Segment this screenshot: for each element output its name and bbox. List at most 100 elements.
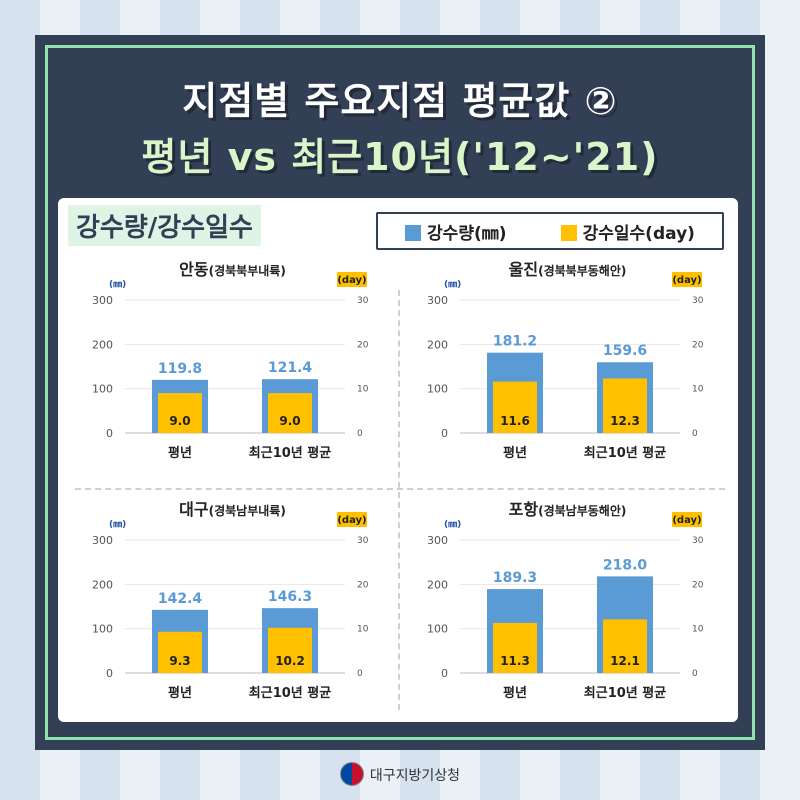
y-tick-label: 0: [106, 427, 113, 440]
days-data-label: 9.3: [169, 654, 190, 668]
days-bar: [603, 378, 647, 433]
right-axis-unit-badge: [337, 512, 367, 527]
y-tick-label: 0: [441, 427, 448, 440]
chart-title-region: (경북남부내륙): [209, 503, 286, 518]
days-bar: [268, 627, 312, 673]
days-bar: [158, 631, 202, 673]
right-axis-unit-badge: [337, 272, 367, 287]
y-right-tick-label: 10: [692, 625, 704, 635]
right-axis-unit: (day): [337, 515, 366, 526]
horizontal-divider: [75, 488, 725, 490]
rain-data-label: 142.4: [158, 591, 203, 607]
y-tick-label: 200: [427, 338, 448, 351]
y-right-tick-label: 20: [357, 340, 369, 350]
y-tick-label: 0: [106, 667, 113, 680]
section-label: 강수량/강수일수: [68, 205, 261, 246]
chart-title: 울진(경북북부동해안): [509, 260, 627, 279]
rain-data-label: 146.3: [268, 589, 312, 605]
y-right-tick-label: 10: [357, 625, 369, 635]
chart-andong: 안동(경북북부내륙) (㎜) (day) 0 100 200 300 0 10 20 30 119.8…: [92, 260, 369, 461]
government-emblem-icon: [339, 762, 364, 786]
category-label: 최근10년 평균: [584, 445, 666, 461]
frame-border: [45, 45, 755, 740]
y-right-tick-label: 20: [357, 580, 369, 590]
days-bar: [158, 393, 202, 433]
y-right-tick-label: 20: [692, 580, 704, 590]
right-axis-unit: (day): [672, 275, 701, 286]
category-label: 최근10년 평균: [249, 445, 331, 461]
chart-title: 대구(경북남부내륙): [179, 500, 286, 519]
days-data-label: 12.3: [610, 414, 640, 428]
chart-daegu: 대구(경북남부내륙) (㎜) (day) 0 100 200 300 0 10 20 30 142.4…: [92, 500, 369, 701]
category-label: 최근10년 평균: [249, 685, 331, 701]
y-tick-label: 100: [92, 383, 113, 396]
y-right-tick-label: 10: [692, 385, 704, 395]
category-label: 평년: [503, 685, 527, 701]
rain-data-label: 159.6: [603, 343, 647, 359]
chart-uljin: 울진(경북북부동해안) (㎜) (day) 0 100 200 300 0 10 20 30 181.…: [427, 260, 704, 461]
y-right-tick-label: 0: [692, 429, 698, 439]
days-data-label: 11.3: [500, 654, 530, 668]
page-title: 지점별 주요지점 평균값 ②: [182, 79, 618, 123]
y-tick-label: 100: [427, 383, 448, 396]
chart-title-station: 대구: [179, 500, 209, 519]
chart-title-region: (경북북부내륙): [209, 263, 286, 278]
left-axis-unit: (㎜): [444, 520, 461, 530]
days-data-label: 11.6: [500, 414, 530, 428]
y-right-tick-label: 30: [692, 296, 704, 306]
chart-pohang: 포항(경북남부동해안) (㎜) (day) 0 100 200 300 0 10 20 30 189.…: [427, 500, 704, 701]
y-right-tick-label: 0: [357, 669, 363, 679]
rain-data-label: 218.0: [603, 557, 648, 573]
left-axis-unit: (㎜): [109, 520, 126, 530]
chart-title-region: (경북남부동해안): [538, 503, 626, 518]
y-right-tick-label: 30: [692, 536, 704, 546]
rain-data-label: 181.2: [493, 334, 537, 350]
footer: 대구지방기상청: [0, 762, 800, 786]
days-bar: [493, 622, 537, 673]
y-tick-label: 0: [441, 667, 448, 680]
rain-data-label: 121.4: [268, 360, 313, 376]
y-tick-label: 300: [92, 534, 113, 547]
days-bar: [268, 393, 312, 433]
y-right-tick-label: 30: [357, 296, 369, 306]
chart-title-station: 울진: [509, 260, 538, 279]
y-right-tick-label: 0: [692, 669, 698, 679]
chart-title-station: 포항: [509, 500, 539, 519]
days-data-label: 9.0: [279, 414, 300, 428]
rain-data-label: 189.3: [493, 570, 537, 586]
y-right-tick-label: 20: [692, 340, 704, 350]
right-axis-unit: (day): [337, 275, 366, 286]
vertical-divider: [398, 290, 400, 710]
legend-rain: 강수량(㎜): [405, 219, 507, 244]
right-axis-unit: (day): [672, 515, 701, 526]
agency-name: 대구지방기상청: [369, 768, 461, 784]
left-axis-unit: (㎜): [109, 280, 126, 290]
legend-rain-label: 강수량(㎜): [427, 223, 507, 244]
y-tick-label: 200: [427, 578, 448, 591]
y-right-tick-label: 30: [357, 536, 369, 546]
chart-title-region: (경북북부동해안): [538, 263, 626, 278]
category-label: 최근10년 평균: [584, 685, 666, 701]
right-axis-unit-badge: [672, 512, 702, 527]
y-right-tick-label: 0: [357, 429, 363, 439]
right-axis-unit-badge: [672, 272, 702, 287]
y-tick-label: 200: [92, 338, 113, 351]
days-data-label: 10.2: [275, 654, 305, 668]
y-tick-label: 300: [92, 294, 113, 307]
category-label: 평년: [503, 445, 527, 461]
y-tick-label: 100: [427, 623, 448, 636]
days-bar: [493, 381, 537, 433]
days-data-label: 12.1: [610, 654, 640, 668]
days-data-label: 9.0: [169, 414, 190, 428]
chart-title: 포항(경북남부동해안): [509, 500, 627, 519]
left-axis-unit: (㎜): [444, 280, 461, 290]
chart-title-station: 안동: [179, 260, 209, 279]
legend-days-label: 강수일수(day): [582, 223, 695, 244]
days-bar: [603, 619, 647, 673]
y-right-tick-label: 10: [357, 385, 369, 395]
legend-days: 강수일수(day): [560, 219, 695, 244]
chart-title: 안동(경북북부내륙): [179, 260, 286, 279]
rain-data-label: 119.8: [158, 361, 202, 377]
legend: 강수량(㎜) 강수일수(day): [376, 212, 724, 250]
category-label: 평년: [168, 685, 192, 701]
